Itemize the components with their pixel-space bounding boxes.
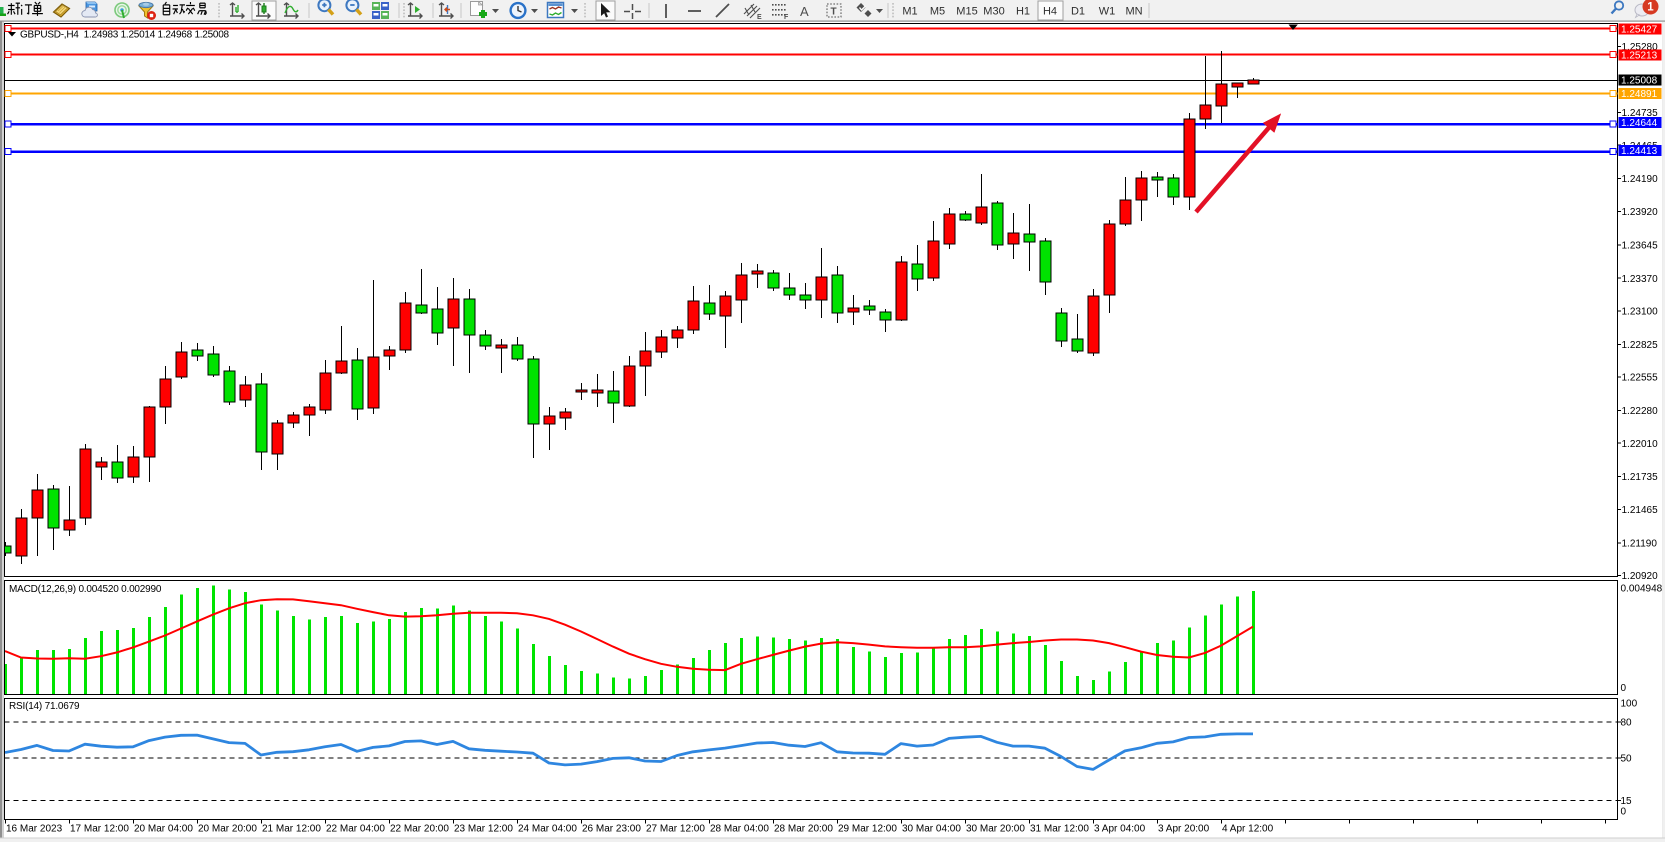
svg-text:4 Apr 12:00: 4 Apr 12:00: [1222, 824, 1274, 835]
svg-text:1.23100: 1.23100: [1622, 307, 1659, 318]
svg-text:1.24644: 1.24644: [1621, 118, 1658, 129]
svg-text:1.21735: 1.21735: [1622, 472, 1659, 483]
svg-text:F: F: [784, 14, 789, 21]
svg-text:23 Mar 12:00: 23 Mar 12:00: [454, 824, 513, 835]
svg-text:22 Mar 20:00: 22 Mar 20:00: [390, 824, 449, 835]
svg-text:17 Mar 12:00: 17 Mar 12:00: [70, 824, 129, 835]
svg-text:1.23920: 1.23920: [1622, 207, 1659, 218]
svg-text:100: 100: [1621, 699, 1638, 710]
svg-text:1.25280: 1.25280: [1622, 42, 1659, 53]
svg-text:1.25427: 1.25427: [1621, 25, 1658, 36]
svg-text:1.22280: 1.22280: [1622, 406, 1659, 417]
svg-text:1.21190: 1.21190: [1622, 538, 1658, 549]
svg-text:22 Mar 04:00: 22 Mar 04:00: [326, 824, 385, 835]
svg-text:0: 0: [1621, 683, 1627, 694]
svg-text:W1: W1: [1099, 6, 1116, 18]
svg-text:28 Mar 04:00: 28 Mar 04:00: [710, 824, 769, 835]
svg-text:1.20920: 1.20920: [1622, 571, 1659, 582]
svg-text:1.24413: 1.24413: [1621, 146, 1658, 157]
svg-text:50: 50: [1621, 754, 1633, 765]
svg-text:3 Apr 20:00: 3 Apr 20:00: [1158, 824, 1210, 835]
svg-text:80: 80: [1621, 718, 1633, 729]
svg-text:0.004948: 0.004948: [1621, 584, 1663, 595]
svg-text:20 Mar 20:00: 20 Mar 20:00: [198, 824, 257, 835]
svg-text:GBPUSD-,H4 1.24983 1.25014 1.: GBPUSD-,H4 1.24983 1.25014 1.24968 1.250…: [20, 30, 230, 41]
svg-text:M15: M15: [956, 6, 977, 18]
svg-text:E: E: [757, 14, 762, 21]
svg-text:1.23370: 1.23370: [1622, 274, 1659, 285]
svg-text:30 Mar 04:00: 30 Mar 04:00: [902, 824, 961, 835]
svg-text:RSI(14) 71.0679: RSI(14) 71.0679: [9, 701, 80, 712]
svg-text:1.25008: 1.25008: [1621, 76, 1658, 87]
svg-text:D1: D1: [1071, 6, 1085, 18]
svg-text:M1: M1: [902, 6, 917, 18]
svg-text:A: A: [800, 4, 809, 19]
svg-text:0: 0: [1621, 807, 1627, 818]
svg-text:T: T: [831, 7, 837, 18]
svg-text:MN: MN: [1125, 6, 1142, 18]
svg-text:16 Mar 2023: 16 Mar 2023: [6, 824, 63, 835]
svg-text:M5: M5: [930, 6, 945, 18]
svg-text:1.23645: 1.23645: [1622, 240, 1659, 251]
svg-text:1.21465: 1.21465: [1622, 505, 1659, 516]
svg-text:H4: H4: [1043, 6, 1057, 18]
svg-text:1.24190: 1.24190: [1622, 174, 1659, 185]
svg-text:1: 1: [1647, 2, 1654, 14]
svg-text:20 Mar 04:00: 20 Mar 04:00: [134, 824, 193, 835]
svg-text:1.22010: 1.22010: [1622, 439, 1659, 450]
svg-text:31 Mar 12:00: 31 Mar 12:00: [1030, 824, 1089, 835]
svg-text:MACD(12,26,9) 0.004520 0.00299: MACD(12,26,9) 0.004520 0.002990: [9, 584, 162, 595]
svg-text:26 Mar 23:00: 26 Mar 23:00: [582, 824, 641, 835]
svg-text:15: 15: [1621, 796, 1633, 807]
svg-text:3 Apr 04:00: 3 Apr 04:00: [1094, 824, 1146, 835]
svg-text:30 Mar 20:00: 30 Mar 20:00: [966, 824, 1025, 835]
svg-text:1.25213: 1.25213: [1621, 51, 1658, 62]
svg-text:1.22825: 1.22825: [1622, 340, 1659, 351]
svg-text:H1: H1: [1016, 6, 1030, 18]
svg-text:28 Mar 20:00: 28 Mar 20:00: [774, 824, 833, 835]
svg-text:M30: M30: [983, 6, 1004, 18]
svg-text:1.24735: 1.24735: [1622, 108, 1659, 119]
svg-text:27 Mar 12:00: 27 Mar 12:00: [646, 824, 705, 835]
svg-text:1.22555: 1.22555: [1622, 373, 1659, 384]
svg-text:1.24891: 1.24891: [1621, 89, 1658, 100]
svg-text:24 Mar 04:00: 24 Mar 04:00: [518, 824, 577, 835]
svg-text:21 Mar 12:00: 21 Mar 12:00: [262, 824, 321, 835]
svg-text:29 Mar 12:00: 29 Mar 12:00: [838, 824, 897, 835]
